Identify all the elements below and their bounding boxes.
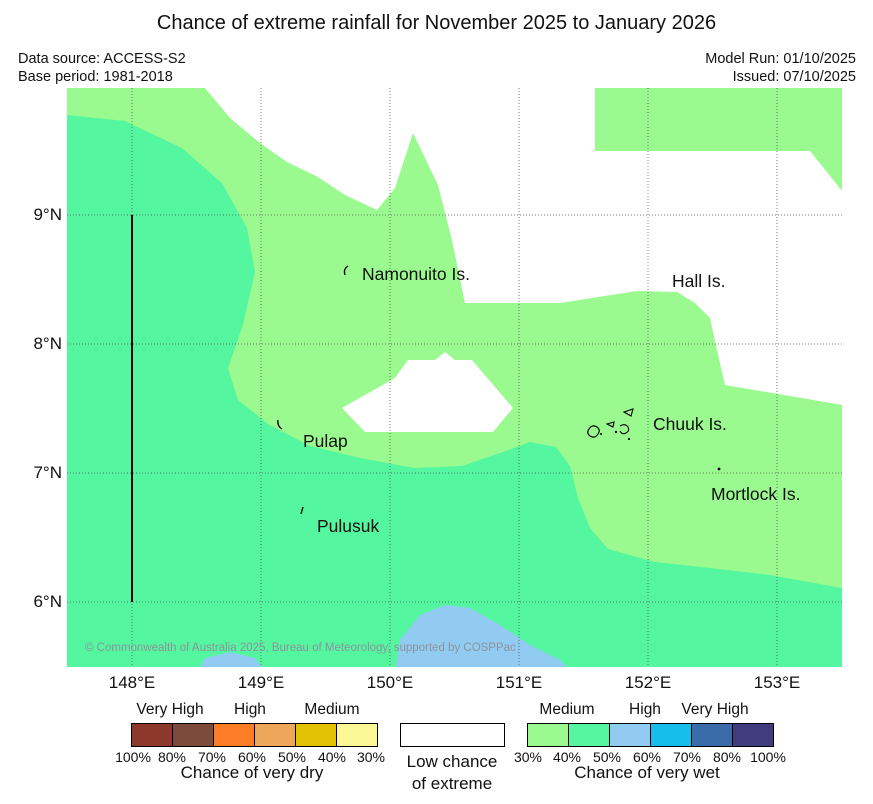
wet-category-high: High [629, 701, 661, 718]
dry-tick-30: 30% [356, 749, 386, 765]
base-period-label: Base period: 1981-2018 [18, 69, 173, 85]
dry-category-high: High [234, 701, 266, 718]
lon-tick-152e: 152°E [624, 673, 672, 692]
dry-colorbar-seg-80-70 [172, 724, 213, 746]
map-region-low-pocket [342, 352, 513, 432]
lon-tick-151e: 151°E [495, 673, 543, 692]
wet-colorbar [527, 723, 774, 747]
wet-colorbar-seg-50-60 [609, 724, 650, 746]
wet-tick-40: 40% [552, 749, 582, 765]
island-label-namonuito: Namonuito Is. [362, 264, 470, 284]
chuuk-islands-marks [587, 408, 634, 441]
low-chance-box [400, 723, 505, 747]
dry-tick-100: 100% [115, 749, 151, 765]
lon-tick-153e: 153°E [753, 673, 801, 692]
issued-label: Issued: 07/10/2025 [732, 69, 856, 85]
probability-map: Namonuito Is. Hall Is. Pulap Chuuk Is. P… [67, 88, 842, 667]
dry-colorbar-seg-70-60 [213, 724, 254, 746]
pulusuk-island-mark [300, 506, 304, 515]
graticule [67, 88, 842, 667]
dry-tick-60: 60% [237, 749, 267, 765]
wet-tick-30: 30% [513, 749, 543, 765]
wet-tick-100: 100% [750, 749, 786, 765]
mortlock-island-mark [717, 467, 721, 471]
wet-colorbar-seg-70-80 [691, 724, 732, 746]
dry-colorbar-seg-60-50 [254, 724, 295, 746]
wet-tick-70: 70% [672, 749, 702, 765]
island-label-hall: Hall Is. [672, 271, 725, 291]
map-region-low-north [205, 88, 842, 405]
dry-tick-80: 80% [157, 749, 187, 765]
wet-legend-title: Chance of very wet [574, 763, 720, 782]
page-title: Chance of extreme rainfall for November … [156, 12, 717, 34]
low-chance-label-line2: of extreme [411, 774, 493, 793]
wet-category-medium: Medium [539, 701, 595, 718]
wet-colorbar-seg-80-100 [732, 724, 773, 746]
low-chance-label-line1: Low chance [406, 752, 498, 771]
namonuito-island-mark [343, 265, 349, 276]
dry-legend-title: Chance of very dry [180, 763, 324, 782]
map-region-50-60-center [396, 605, 567, 667]
wet-category-very-high: Very High [681, 701, 749, 718]
dry-colorbar-seg-50-40 [295, 724, 336, 746]
island-label-chuuk: Chuuk Is. [653, 414, 727, 434]
model-run-label: Model Run: 01/10/2025 [705, 51, 856, 67]
dry-tick-50: 50% [277, 749, 307, 765]
dry-category-medium: Medium [304, 701, 360, 718]
lat-tick-7n: 7°N [33, 463, 62, 482]
copyright-notice: © Commonwealth of Australia 2025, Bureau… [85, 642, 516, 654]
dry-category-very-high: Very High [136, 701, 204, 718]
lon-tick-150e: 150°E [366, 673, 414, 692]
wet-colorbar-seg-60-70 [650, 724, 691, 746]
lat-tick-8n: 8°N [33, 334, 62, 353]
lon-tick-148e: 148°E [108, 673, 156, 692]
lat-tick-9n: 9°N [33, 205, 62, 224]
pulap-island-mark [277, 419, 283, 430]
dry-colorbar [131, 723, 378, 747]
map-region-50-60-west [200, 652, 262, 667]
dry-tick-70: 70% [197, 749, 227, 765]
island-label-pulap: Pulap [303, 431, 348, 451]
dry-colorbar-seg-100-80 [132, 724, 172, 746]
dry-colorbar-seg-40-30 [336, 724, 377, 746]
island-marks [277, 265, 721, 515]
wet-colorbar-seg-40-50 [568, 724, 609, 746]
lat-tick-6n: 6°N [33, 592, 62, 611]
data-source-label: Data source: ACCESS-S2 [18, 51, 186, 67]
dry-tick-40: 40% [317, 749, 347, 765]
wet-colorbar-seg-30-40 [528, 724, 568, 746]
island-label-pulusuk: Pulusuk [317, 516, 380, 536]
wet-tick-60: 60% [632, 749, 662, 765]
island-label-mortlock: Mortlock Is. [711, 484, 800, 504]
wet-tick-50: 50% [592, 749, 622, 765]
lon-tick-149e: 149°E [237, 673, 285, 692]
wet-tick-80: 80% [712, 749, 742, 765]
